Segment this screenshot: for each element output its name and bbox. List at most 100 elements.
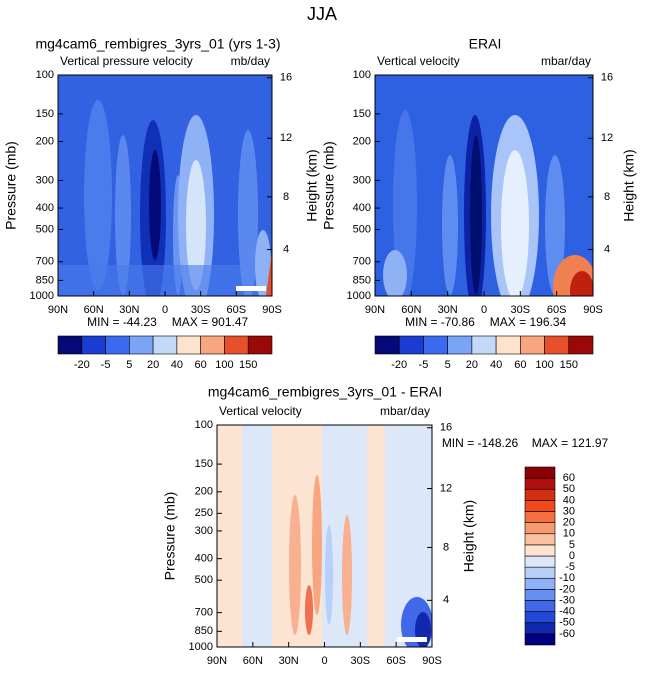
y-tick-label: 100 (36, 69, 54, 81)
colorbar-box (524, 533, 556, 546)
y-tick-label: 200 (353, 135, 371, 147)
colorbar-label: -20 (391, 359, 407, 371)
colorbar-label: 5 (569, 539, 575, 551)
y-tick-label: 100 (353, 69, 371, 81)
colorbar-box (152, 335, 178, 355)
subtitle-left: Vertical pressure velocity (60, 54, 193, 68)
y-tick-label: 150 (195, 458, 213, 470)
colorbar-label: 60 (563, 472, 575, 484)
min-max-label: MAX = 196.34 (490, 315, 567, 329)
figure-title: JJA (307, 4, 337, 24)
y-tick-label: 500 (353, 223, 371, 235)
y-tick-label: 1000 (347, 290, 371, 302)
y2-tick-label: 4 (283, 243, 289, 255)
y-tick-label: 150 (36, 108, 54, 120)
x-tick-label: 30N (119, 304, 139, 316)
colorbar-label: 0 (569, 550, 575, 562)
colorbar-box (520, 335, 545, 355)
y2-axis-label: Height (km) (461, 500, 477, 572)
y2-tick-label: 4 (443, 594, 449, 606)
colorbar-box (247, 335, 273, 355)
x-tick-label: 60S (386, 655, 406, 667)
x-tick-label: 60N (401, 304, 421, 316)
colorbar-box (524, 622, 556, 635)
y-axis-label: Pressure (mb) (162, 492, 178, 581)
colorbar-label: -20 (74, 359, 90, 371)
y-tick-label: 200 (195, 486, 213, 498)
x-tick-label: 30S (351, 655, 371, 667)
colorbar-label: 20 (563, 517, 575, 529)
colorbar-label: -5 (419, 359, 429, 371)
subtitle-right: mb/day (231, 54, 270, 68)
contour-field (217, 425, 432, 647)
x-tick-label: 60N (243, 655, 263, 667)
subtitle-right: mbar/day (541, 54, 591, 68)
colorbar-box (524, 555, 556, 568)
x-tick-label: 90S (583, 304, 603, 316)
y2-tick-label: 16 (601, 72, 613, 84)
min-max-label: MAX = 901.47 (172, 315, 249, 329)
colorbar-box (57, 335, 83, 355)
colorbar-label: 150 (239, 359, 257, 371)
panel-title: ERAI (469, 36, 502, 52)
y-tick-label: 850 (353, 274, 371, 286)
y-axis-label: Pressure (mb) (3, 141, 19, 230)
colorbar-label: 100 (215, 359, 233, 371)
y-tick-label: 400 (195, 553, 213, 565)
x-tick-label: 0 (321, 655, 327, 667)
colorbar-label: 40 (171, 359, 183, 371)
y-tick-label: 700 (195, 607, 213, 619)
colorbar-box (524, 522, 556, 535)
colorbar-label: 20 (466, 359, 478, 371)
colorbar-label: -30 (559, 594, 575, 606)
colorbar-box (471, 335, 497, 355)
x-tick-label: 90N (365, 304, 385, 316)
x-tick-label: 60S (227, 304, 247, 316)
y2-tick-label: 4 (604, 243, 610, 255)
y-tick-label: 100 (195, 419, 213, 431)
colorbar-label: 40 (490, 359, 502, 371)
colorbar-box (524, 600, 556, 612)
y-tick-label: 400 (36, 202, 54, 214)
x-tick-label: 30N (438, 304, 458, 316)
y-tick-label: 700 (353, 256, 371, 268)
colorbar-box (544, 335, 570, 355)
y-tick-label: 300 (353, 174, 371, 186)
y-tick-label: 400 (353, 202, 371, 214)
panel-title: mg4cam6_rembigres_3yrs_01 (yrs 1-3) (35, 36, 280, 52)
x-tick-label: 90N (207, 655, 227, 667)
colorbar-box (524, 511, 556, 523)
colorbar-box (495, 335, 521, 355)
colorbar-box (423, 335, 448, 355)
colorbar-label: -5 (565, 561, 575, 573)
y-tick-label: 300 (195, 525, 213, 537)
y2-tick-label: 16 (280, 72, 292, 84)
colorbar-box (524, 611, 556, 624)
colorbar-box (524, 544, 556, 557)
y-tick-label: 300 (36, 174, 54, 186)
colorbar-label: 10 (563, 528, 575, 540)
min-max-label: MIN = -44.23 (87, 315, 157, 329)
subtitle-right: mbar/day (380, 404, 430, 418)
x-tick-label: 90S (422, 655, 442, 667)
colorbar-box (105, 335, 130, 355)
y2-tick-label: 12 (601, 132, 613, 144)
y-tick-label: 500 (195, 574, 213, 586)
contour-field (375, 75, 593, 296)
colorbar-label: -10 (559, 572, 575, 584)
x-tick-label: 90N (48, 304, 68, 316)
x-tick-label: 60N (84, 304, 104, 316)
y2-axis-label: Height (km) (621, 149, 637, 221)
y-tick-label: 850 (36, 274, 54, 286)
x-tick-label: 90S (262, 304, 282, 316)
y2-axis-label: Height (km) (304, 149, 320, 221)
min-max-label: MAX = 121.97 (532, 436, 609, 450)
y2-tick-label: 8 (443, 541, 449, 553)
x-tick-label: 0 (481, 304, 487, 316)
colorbar-label: 50 (563, 483, 575, 495)
y-tick-label: 200 (36, 135, 54, 147)
colorbar-label: -60 (559, 628, 575, 640)
y-tick-label: 700 (36, 256, 54, 268)
colorbar-label: 20 (147, 359, 159, 371)
x-tick-label: 0 (162, 304, 168, 316)
